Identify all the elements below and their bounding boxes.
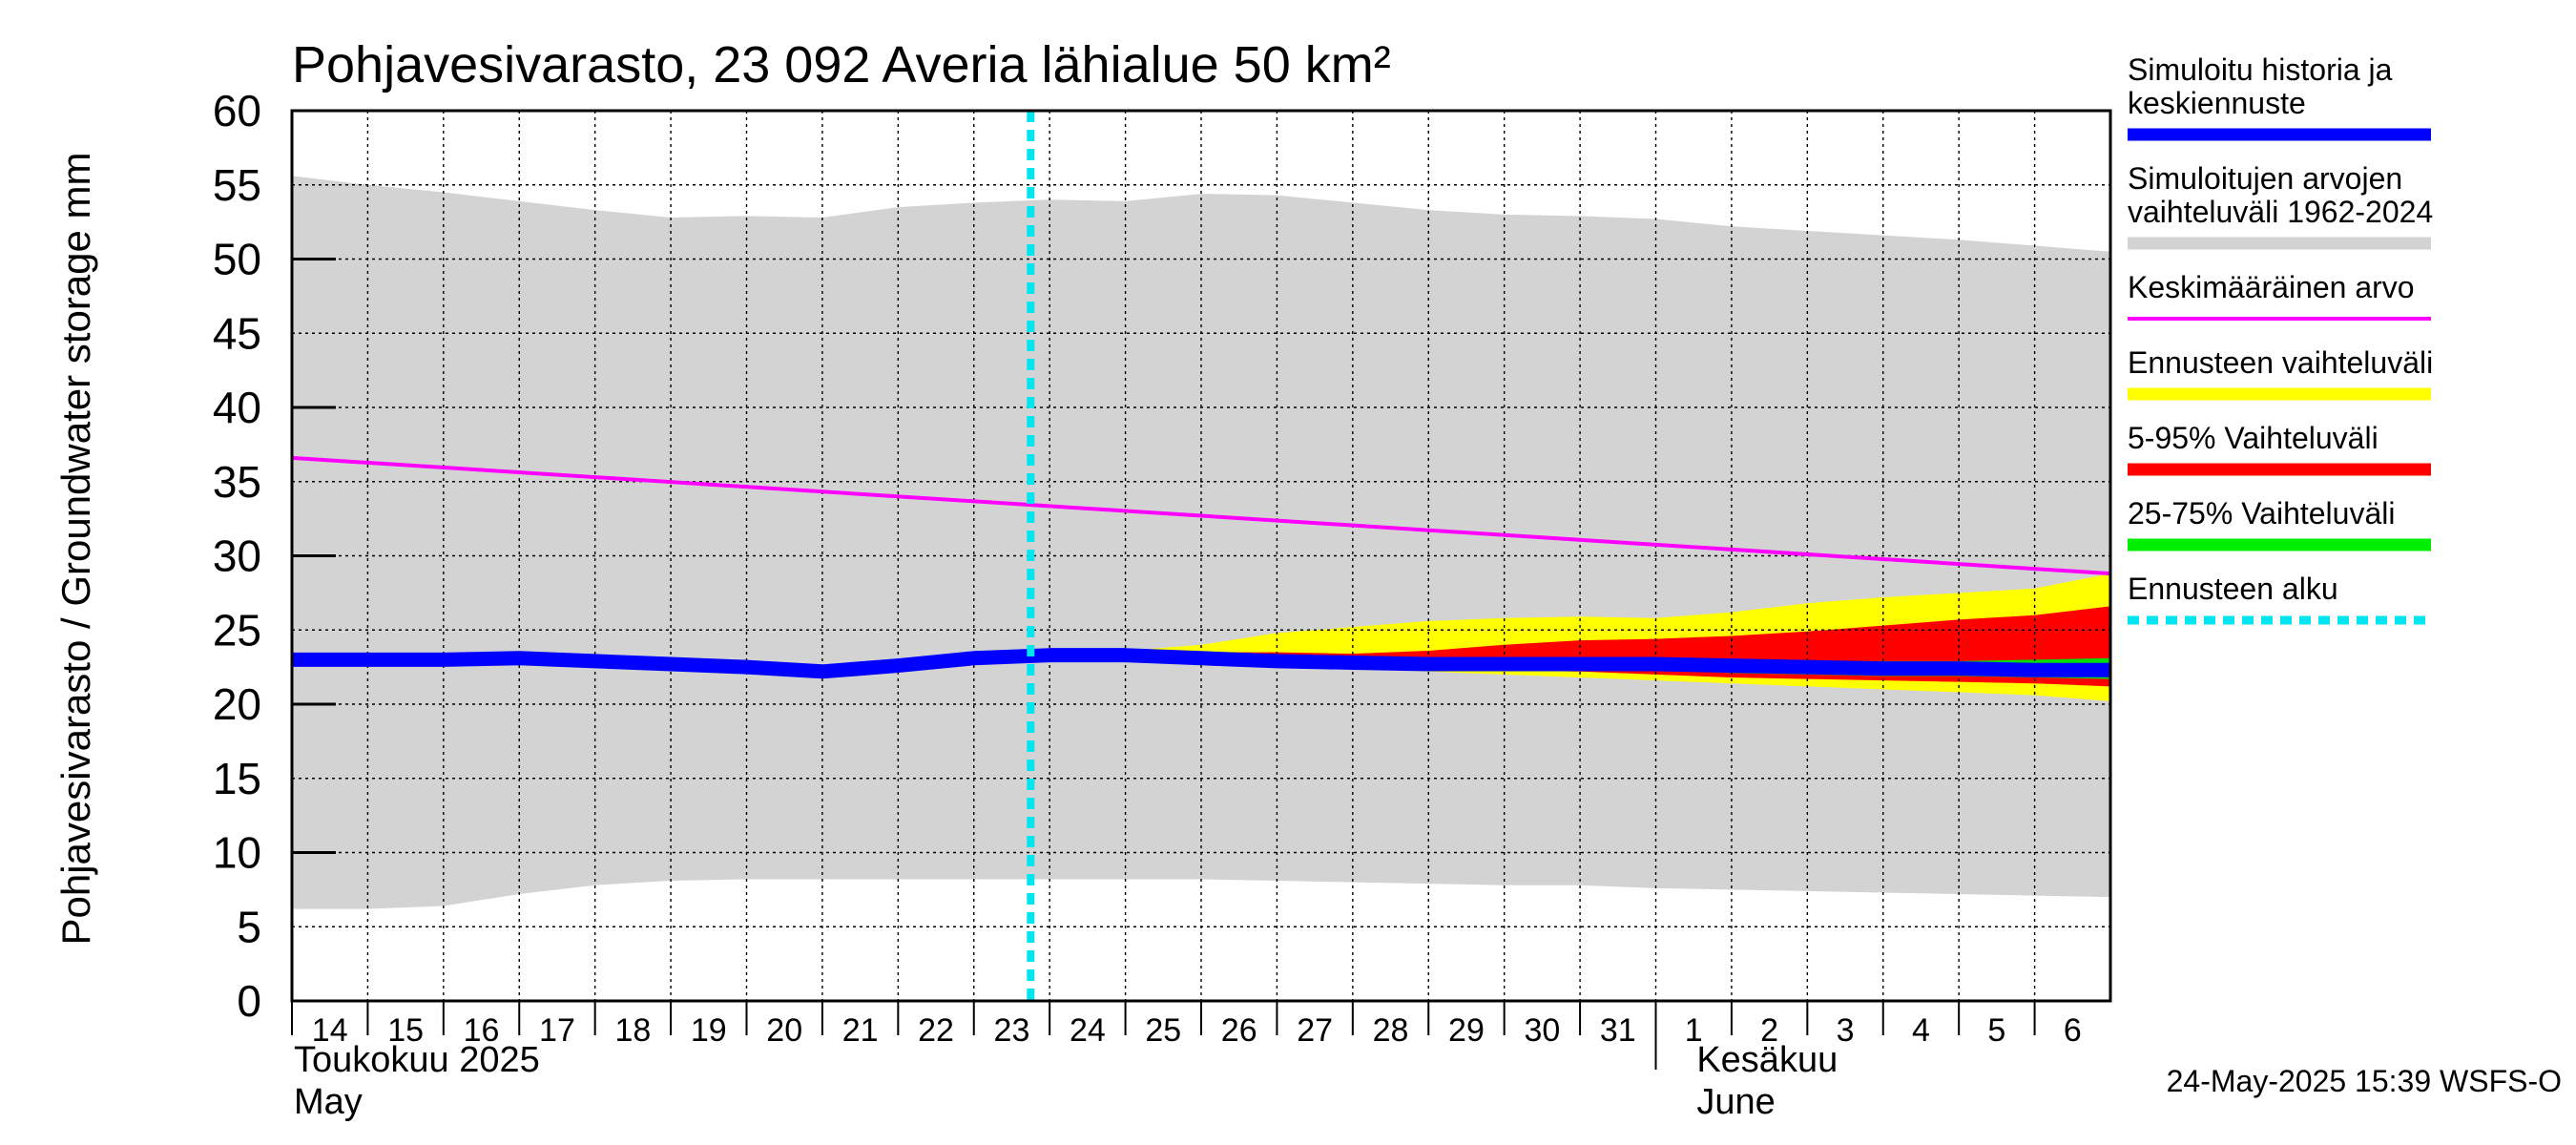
y-tick-label: 60 (213, 86, 261, 135)
x-tick-label: 17 (539, 1012, 575, 1049)
legend-label: Simuloitu historia ja (2128, 52, 2393, 87)
legend-label: 25-75% Vaihteluväli (2128, 496, 2395, 531)
x-tick-label: 27 (1297, 1012, 1333, 1049)
x-tick-label: 19 (691, 1012, 727, 1049)
x-tick-label: 2 (1760, 1012, 1778, 1049)
y-tick-label: 25 (213, 605, 261, 655)
x-tick-label: 21 (842, 1012, 879, 1049)
x-tick-label: 25 (1145, 1012, 1181, 1049)
y-tick-label: 40 (213, 383, 261, 432)
y-tick-label: 35 (213, 457, 261, 507)
legend-label: 5-95% Vaihteluväli (2128, 421, 2379, 455)
x-tick-label: 4 (1912, 1012, 1930, 1049)
y-tick-label: 30 (213, 531, 261, 581)
legend-label: vaihteluväli 1962-2024 (2128, 195, 2433, 229)
x-tick-label: 3 (1837, 1012, 1855, 1049)
chart-title: Pohjavesivarasto, 23 092 Averia lähialue… (292, 36, 1391, 94)
month-label-june-fi: Kesäkuu (1696, 1040, 1838, 1080)
y-tick-label: 5 (237, 902, 261, 951)
month-label-may-fi: Toukokuu 2025 (294, 1040, 540, 1080)
plot-area (291, 111, 2111, 1001)
x-tick-label: 15 (387, 1012, 424, 1049)
x-tick-label: 14 (312, 1012, 348, 1049)
legend-label: keskiennuste (2128, 86, 2306, 120)
x-tick-label: 1 (1685, 1012, 1703, 1049)
month-label-may-en: May (294, 1082, 363, 1122)
y-tick-label: 10 (213, 828, 261, 878)
x-tick-label: 23 (994, 1012, 1030, 1049)
x-tick-label: 16 (464, 1012, 500, 1049)
y-tick-label: 15 (213, 754, 261, 803)
history-median-line (292, 648, 2110, 679)
x-tick-label: 31 (1600, 1012, 1636, 1049)
x-tick-label: 22 (918, 1012, 954, 1049)
y-axis-label: Pohjavesivarasto / Groundwater storage m… (53, 152, 98, 945)
mean-value-line (291, 455, 2111, 576)
legend-label: Simuloitujen arvojen (2128, 161, 2402, 196)
x-tick-label: 26 (1221, 1012, 1257, 1049)
x-tick-label: 30 (1524, 1012, 1560, 1049)
x-tick-label: 6 (2064, 1012, 2082, 1049)
y-tick-label: 45 (213, 308, 261, 358)
x-tick-label: 18 (614, 1012, 651, 1049)
y-tick-label: 50 (213, 235, 261, 284)
legend-label: Ennusteen vaihteluväli (2128, 345, 2433, 380)
y-tick-label: 55 (213, 160, 261, 210)
x-tick-label: 24 (1070, 1012, 1106, 1049)
month-label-june-en: June (1696, 1082, 1775, 1122)
x-tick-label: 5 (1987, 1012, 2005, 1049)
timestamp-label: 24-May-2025 15:39 WSFS-O (2167, 1064, 2562, 1098)
x-tick-label: 20 (766, 1012, 802, 1049)
legend-label: Keskimääräinen arvo (2128, 270, 2415, 304)
x-tick-label: 28 (1373, 1012, 1409, 1049)
x-tick-label: 29 (1448, 1012, 1485, 1049)
y-tick-label: 0 (237, 976, 261, 1026)
legend-label: Ennusteen alku (2128, 572, 2338, 606)
y-tick-label: 20 (213, 679, 261, 729)
